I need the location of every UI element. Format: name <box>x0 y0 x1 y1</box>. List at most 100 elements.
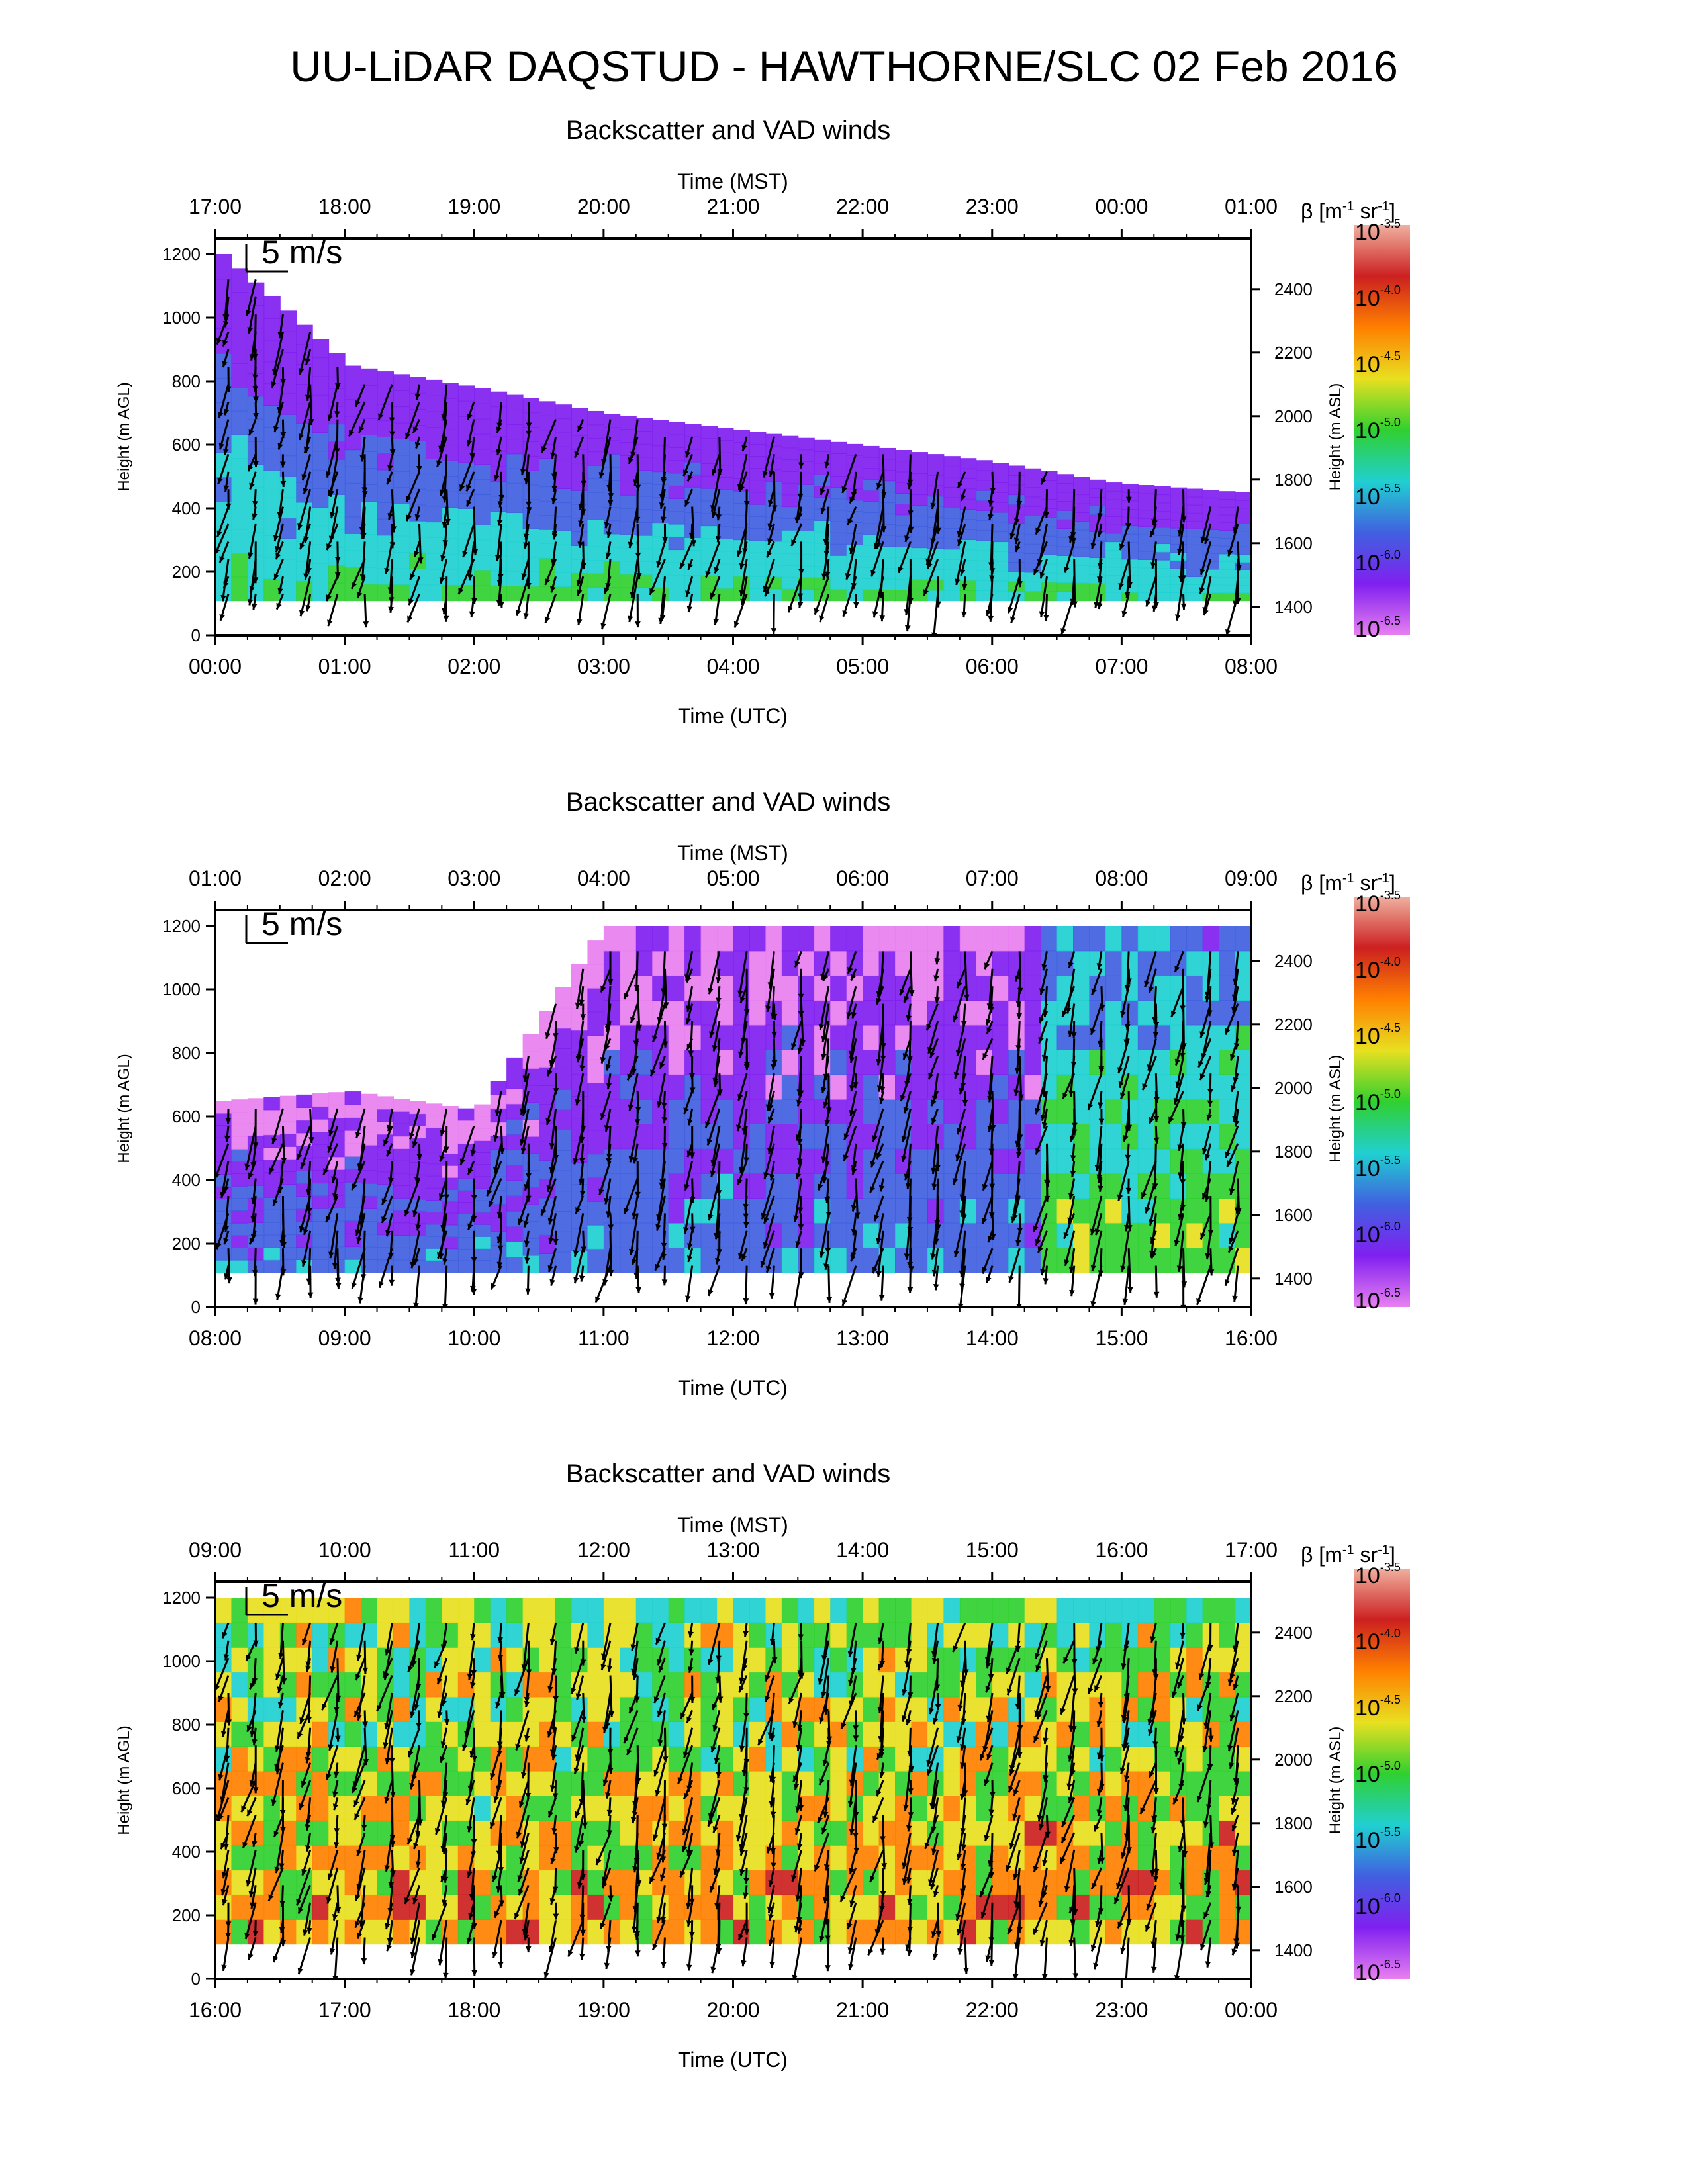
wind-vector-head <box>607 500 614 506</box>
backscatter-cell <box>474 464 491 480</box>
wind-vector <box>520 1073 530 1115</box>
x-axis-label: Time (UTC) <box>678 2048 788 2071</box>
backscatter-cell <box>263 1247 281 1261</box>
wind-vector-head <box>1153 602 1159 608</box>
backscatter-cell <box>1024 534 1042 545</box>
backscatter-cell <box>1186 560 1203 570</box>
backscatter-cell <box>474 1164 491 1177</box>
wind-vector <box>215 1143 230 1180</box>
wind-vector-head <box>880 1055 886 1062</box>
wind-vector-head <box>496 520 503 526</box>
backscatter-cell <box>344 533 362 551</box>
wind-vector-head <box>710 592 716 600</box>
backscatter-cell <box>1105 490 1123 500</box>
wind-vector-head <box>630 591 635 598</box>
wind-vector <box>1066 968 1076 1014</box>
wind-vector-head <box>515 609 522 616</box>
backscatter-cell <box>749 504 767 517</box>
wind-vector-head <box>708 987 714 995</box>
backscatter-cell <box>1024 496 1042 507</box>
backscatter-cell <box>312 1131 330 1146</box>
wind-vector-head <box>765 589 771 596</box>
backscatter-cell <box>603 1598 621 1623</box>
wind-vector-head <box>927 562 933 569</box>
backscatter-cell <box>895 1598 912 1623</box>
wind-vector-head <box>989 1183 996 1190</box>
wind-vector <box>1150 1213 1157 1257</box>
backscatter-cell <box>733 1198 750 1224</box>
backscatter-cell <box>668 422 686 435</box>
backscatter-cell <box>231 1894 248 1920</box>
wind-vector <box>745 1178 748 1220</box>
backscatter-cell <box>490 1163 508 1177</box>
backscatter-cell <box>1202 1598 1220 1623</box>
backscatter-cell <box>555 1130 572 1151</box>
backscatter-cell <box>474 1598 491 1623</box>
backscatter-cell <box>943 528 961 539</box>
wind-vector-head <box>1227 549 1233 557</box>
wind-vector-head <box>658 617 664 624</box>
wind-vector-head <box>684 451 691 458</box>
backscatter-cell <box>1073 565 1090 575</box>
wind-vector-head <box>579 1190 586 1197</box>
backscatter-cell <box>1008 504 1025 515</box>
backscatter-cell <box>1186 520 1203 529</box>
backscatter-cell <box>895 1795 912 1821</box>
backscatter-cell <box>749 540 767 553</box>
wind-vector-head <box>1199 568 1205 575</box>
wind-scale-label: 5 m/s <box>261 905 342 942</box>
wind-vector-head <box>277 512 283 518</box>
wind-vector-head <box>1121 610 1127 617</box>
backscatter-cell <box>231 1185 248 1199</box>
wind-vector-head <box>1233 1043 1240 1050</box>
backscatter-cell <box>700 575 718 589</box>
wind-vector-head <box>987 1090 993 1097</box>
wind-vector-head <box>737 1178 743 1185</box>
wind-vector-head <box>1041 1091 1047 1097</box>
backscatter-cell <box>539 500 556 516</box>
wind-vector-head <box>687 1118 693 1126</box>
wind-vector-head <box>1060 628 1066 635</box>
backscatter-cell <box>1073 485 1090 496</box>
wind-vector-head <box>1180 1205 1186 1211</box>
backscatter-cell <box>506 586 524 602</box>
wind-vector-head <box>600 985 606 993</box>
backscatter-cell <box>911 1647 928 1673</box>
backscatter-cell <box>587 940 604 965</box>
backscatter-cell <box>571 435 588 450</box>
backscatter-cell <box>409 457 426 474</box>
backscatter-cell <box>684 1247 702 1273</box>
wind-vector-head <box>814 608 820 615</box>
wind-vector-head <box>955 1154 961 1161</box>
wind-vector-head <box>1174 1058 1181 1066</box>
backscatter-cell <box>620 547 637 562</box>
wind-vector-head <box>768 470 774 477</box>
backscatter-cell <box>215 1210 232 1224</box>
backscatter-cell <box>393 1136 410 1149</box>
backscatter-cell <box>1137 518 1155 527</box>
backscatter-cell <box>846 1173 864 1199</box>
backscatter-cell <box>911 452 928 464</box>
wind-vector-head <box>959 569 966 576</box>
backscatter-cell <box>1089 1598 1106 1623</box>
wind-vector-head <box>581 563 586 569</box>
backscatter-cell <box>992 1647 1009 1673</box>
backscatter-cell <box>717 1721 734 1747</box>
backscatter-cell <box>587 1770 604 1796</box>
wind-vector <box>496 523 502 561</box>
wind-vector-head <box>525 1288 531 1295</box>
backscatter-cell <box>231 1721 248 1747</box>
wind-vector-head <box>1145 1206 1150 1214</box>
backscatter-cell <box>635 1222 653 1248</box>
x-tick-label: 07:00 <box>1095 655 1148 678</box>
wind-vector-head <box>1017 987 1023 994</box>
backscatter-cell <box>863 512 880 524</box>
backscatter-cell <box>1056 1099 1074 1124</box>
backscatter-cell <box>425 395 443 412</box>
wind-vector-head <box>931 1269 938 1277</box>
backscatter-cell <box>344 1894 362 1920</box>
wind-vector-head <box>1090 1300 1096 1307</box>
wind-vector-head <box>547 1069 553 1077</box>
backscatter-cell <box>1073 547 1090 557</box>
